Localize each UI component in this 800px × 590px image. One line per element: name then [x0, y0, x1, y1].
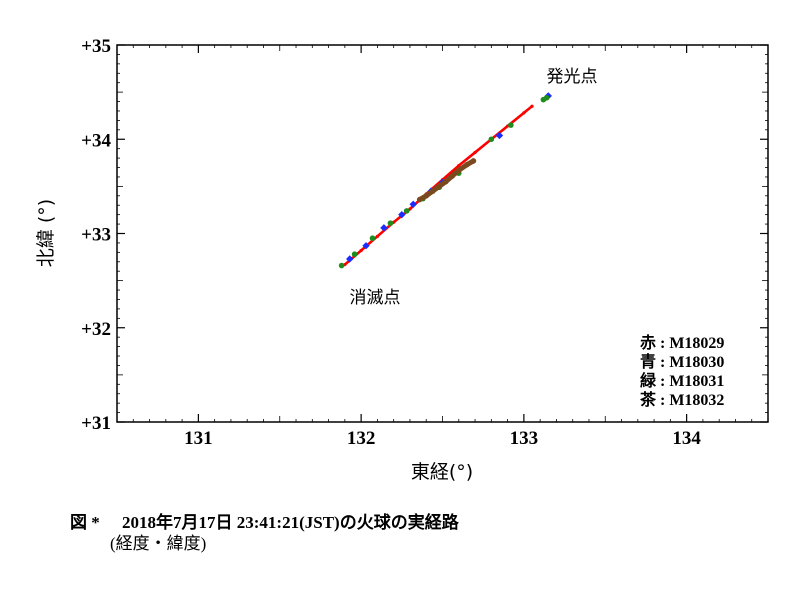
- x-tick-label: 133: [510, 428, 539, 449]
- data-point-blue: [380, 224, 388, 232]
- data-point-brown: [423, 193, 430, 199]
- annotation-end-point: 消滅点: [350, 288, 401, 308]
- data-point-brown: [449, 173, 456, 179]
- data-point-blue: [362, 242, 370, 250]
- data-point-brown: [436, 183, 443, 190]
- data-point-brown: [455, 167, 462, 174]
- data-point-green: [543, 94, 550, 101]
- x-tick-label: 132: [347, 428, 376, 449]
- data-marks: [338, 92, 552, 269]
- y-axis-title: 北緯 (°): [35, 199, 57, 267]
- y-tick-label: +31: [81, 413, 111, 434]
- data-point-green: [488, 136, 495, 143]
- legend-entry-red: 赤 : M18029: [640, 333, 724, 352]
- y-tick-label: +32: [81, 319, 111, 340]
- data-point-red: [530, 104, 534, 108]
- data-point-green: [508, 122, 514, 128]
- data-point-brown: [464, 161, 470, 168]
- data-point-red: [457, 164, 461, 168]
- data-point-blue: [495, 131, 504, 140]
- caption-label: 図 *: [70, 513, 100, 532]
- x-tick-label: 131: [184, 428, 213, 449]
- data-point-green: [403, 208, 410, 214]
- data-point-brown: [442, 178, 449, 185]
- data-point-green: [387, 220, 394, 226]
- y-tick-label: +35: [81, 36, 111, 57]
- data-point-green: [369, 235, 376, 242]
- data-point-brown: [416, 196, 423, 203]
- data-point-red: [522, 111, 526, 115]
- legend-entry-brown: 茶 : M18032: [639, 390, 724, 409]
- caption-subtitle: (経度・緯度): [110, 534, 207, 553]
- data-point-red: [473, 150, 477, 155]
- data-point-green: [338, 262, 345, 269]
- data-point-green: [351, 251, 358, 258]
- axis-ticks: 131 132 133 134 +31 +32 +33 +34 +35: [81, 36, 769, 449]
- x-tick-label: 134: [672, 428, 701, 449]
- data-point-red: [375, 234, 379, 238]
- data-point-red: [359, 248, 363, 253]
- legend-entry-blue: 青 : M18030: [640, 352, 724, 371]
- data-point-brown: [470, 158, 477, 164]
- y-tick-label: +33: [81, 225, 111, 246]
- legend-entry-green: 緑 : M18031: [640, 371, 724, 390]
- chart: 131 132 133 134 +31 +32 +33 +34 +35 東経(°) 北緯 (°)…: [35, 36, 769, 483]
- x-axis-title: 東経(°): [411, 461, 473, 483]
- annotation-start-point: 発光点: [547, 67, 598, 87]
- data-point-blue: [346, 255, 354, 263]
- figure-caption: 図 * 2018年7月17日 23:41:21(JST)の火球の実経路 (経度・…: [70, 512, 459, 554]
- caption-title: 2018年7月17日 23:41:21(JST)の火球の実経路: [122, 513, 459, 532]
- y-tick-label: +34: [81, 130, 111, 151]
- data-point-brown: [429, 188, 436, 194]
